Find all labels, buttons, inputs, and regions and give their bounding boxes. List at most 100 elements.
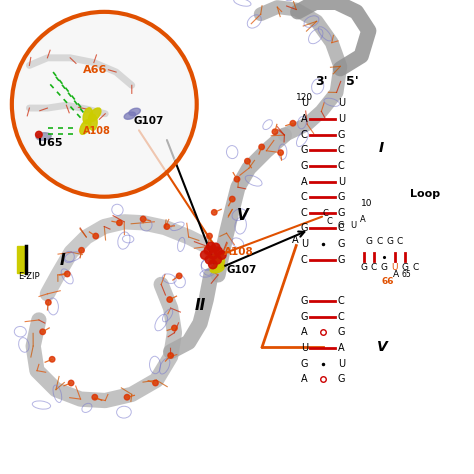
Text: C: C [301,129,308,140]
Circle shape [213,255,221,264]
Text: G: G [301,161,308,171]
Text: C: C [412,263,419,272]
Circle shape [176,273,182,279]
Circle shape [209,260,217,269]
Text: G: G [337,255,345,265]
Circle shape [36,131,42,138]
Circle shape [214,247,222,255]
Circle shape [140,216,146,222]
Text: G: G [337,208,345,218]
Text: 65: 65 [401,270,411,279]
Text: G: G [301,296,308,306]
Circle shape [207,233,212,239]
Circle shape [117,220,122,226]
Text: G: G [381,263,388,272]
Text: G107: G107 [227,265,257,275]
Text: U: U [337,114,345,124]
Text: I: I [379,141,384,155]
Ellipse shape [209,253,222,263]
Text: C: C [376,237,383,246]
Text: G: G [301,223,308,234]
Circle shape [64,271,70,277]
Text: A108: A108 [83,126,111,136]
Circle shape [40,329,46,335]
Text: G: G [360,263,367,272]
Circle shape [259,144,264,150]
Text: I: I [59,254,65,268]
Text: U: U [337,176,345,187]
Text: U: U [337,98,345,109]
Text: A: A [301,114,308,124]
Text: A: A [393,270,399,279]
Text: U: U [392,263,398,272]
Text: 120: 120 [296,93,313,102]
Circle shape [201,251,209,259]
Circle shape [272,129,278,135]
Circle shape [153,380,158,386]
Text: G: G [365,237,372,246]
Text: G: G [301,145,308,155]
Circle shape [209,251,218,259]
Text: G: G [402,263,409,272]
Text: A66: A66 [83,65,107,75]
Circle shape [168,353,173,358]
Ellipse shape [214,258,225,270]
Text: G: G [301,311,308,322]
Text: Loop: Loop [410,189,440,199]
Circle shape [211,210,217,215]
Text: U: U [350,220,356,229]
Text: U: U [301,98,308,109]
Text: U: U [337,358,345,369]
Circle shape [124,394,130,400]
Circle shape [79,247,84,253]
Ellipse shape [36,133,51,140]
Circle shape [211,243,220,252]
Text: C: C [371,263,377,272]
Circle shape [15,15,194,194]
Circle shape [164,224,170,229]
Bar [17,246,25,273]
Text: C: C [338,296,345,306]
Text: 3': 3' [315,75,328,88]
Text: A: A [360,215,365,224]
Text: C: C [338,145,345,155]
Text: A: A [338,343,345,353]
Text: G: G [337,239,345,249]
Text: G107: G107 [134,116,164,126]
Text: C: C [338,223,345,234]
Circle shape [92,394,98,400]
Circle shape [46,300,51,305]
Text: G: G [386,237,393,246]
Text: G: G [301,358,308,369]
Text: C: C [327,217,332,226]
Ellipse shape [124,112,136,119]
Circle shape [93,233,99,239]
Ellipse shape [83,108,92,124]
Text: A: A [292,235,298,245]
Text: G: G [337,327,345,337]
Circle shape [207,242,215,251]
Text: A: A [301,327,308,337]
Circle shape [172,325,177,331]
Text: C: C [301,192,308,202]
Text: E-ZIP: E-ZIP [18,272,40,281]
Text: C: C [301,255,308,265]
Text: G: G [337,129,345,140]
Text: C: C [322,209,328,218]
Ellipse shape [129,108,140,116]
Text: II: II [194,299,206,313]
Text: A: A [301,176,308,187]
Circle shape [218,251,226,259]
Text: G: G [337,221,344,230]
Circle shape [49,356,55,362]
Text: C: C [397,237,403,246]
Ellipse shape [89,108,101,121]
Text: A: A [301,374,308,384]
Text: 66: 66 [382,277,394,286]
Circle shape [229,196,235,202]
Text: G: G [337,374,345,384]
Ellipse shape [80,120,91,134]
Ellipse shape [210,264,224,273]
Circle shape [204,246,213,255]
Text: V: V [237,209,249,223]
